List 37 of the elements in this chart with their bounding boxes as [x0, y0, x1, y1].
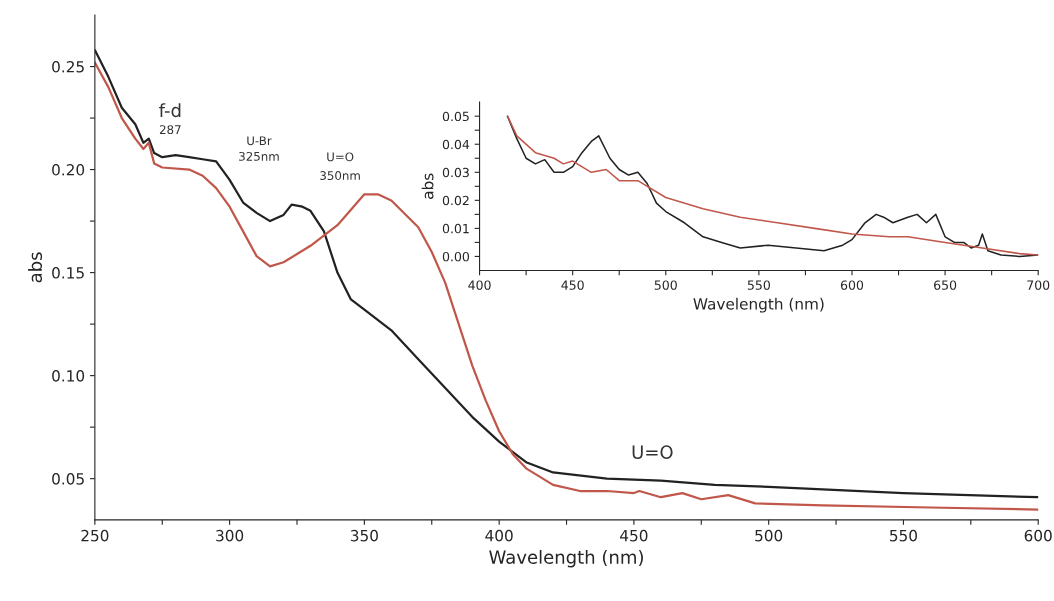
x-tick-label: 600 [840, 280, 864, 290]
x-tick-label: 650 [934, 280, 957, 290]
y-axis-title: abs [28, 252, 43, 283]
annotation: U=O [632, 445, 673, 459]
annotation: f-d [159, 103, 181, 118]
x-tick-label: 500 [755, 529, 783, 542]
x-axis-title: Wavelength (nm) [693, 297, 824, 313]
annotation: 350nm [320, 171, 360, 180]
x-tick-label: 500 [654, 280, 677, 290]
x-tick-label: 700 [1027, 280, 1050, 290]
y-tick-label: 0.25 [52, 61, 84, 73]
y-tick-label: 0.01 [442, 223, 469, 234]
x-tick-label: 350 [350, 529, 378, 542]
annotation: 287 [159, 125, 181, 135]
x-tick-label: 550 [890, 529, 917, 542]
y-tick-label: 0.02 [442, 195, 469, 206]
y-tick-label: 0.03 [442, 167, 469, 178]
annotation: U=O [327, 152, 354, 162]
y-tick-label: 0.05 [52, 473, 84, 485]
x-tick-label: 550 [747, 280, 770, 290]
x-tick-label: 400 [468, 280, 491, 290]
y-tick-label: 0.15 [52, 267, 84, 279]
x-tick-label: 450 [561, 280, 584, 290]
x-tick-label: 600 [1024, 529, 1052, 542]
x-tick-label: 250 [81, 529, 109, 542]
x-tick-label: 300 [216, 529, 244, 542]
annotation: U-Br [247, 136, 272, 146]
y-tick-label: 0.00 [442, 251, 470, 262]
x-tick-label: 450 [620, 529, 648, 542]
x-axis-title: Wavelength (nm) [489, 549, 643, 568]
y-axis-title: abs [421, 173, 434, 199]
y-tick-label: 0.04 [442, 139, 470, 150]
x-tick-label: 400 [485, 529, 513, 542]
annotation: 325nm [239, 151, 279, 161]
y-tick-label: 0.05 [442, 111, 469, 122]
y-tick-label: 0.20 [52, 164, 85, 176]
y-tick-label: 0.10 [52, 370, 85, 382]
